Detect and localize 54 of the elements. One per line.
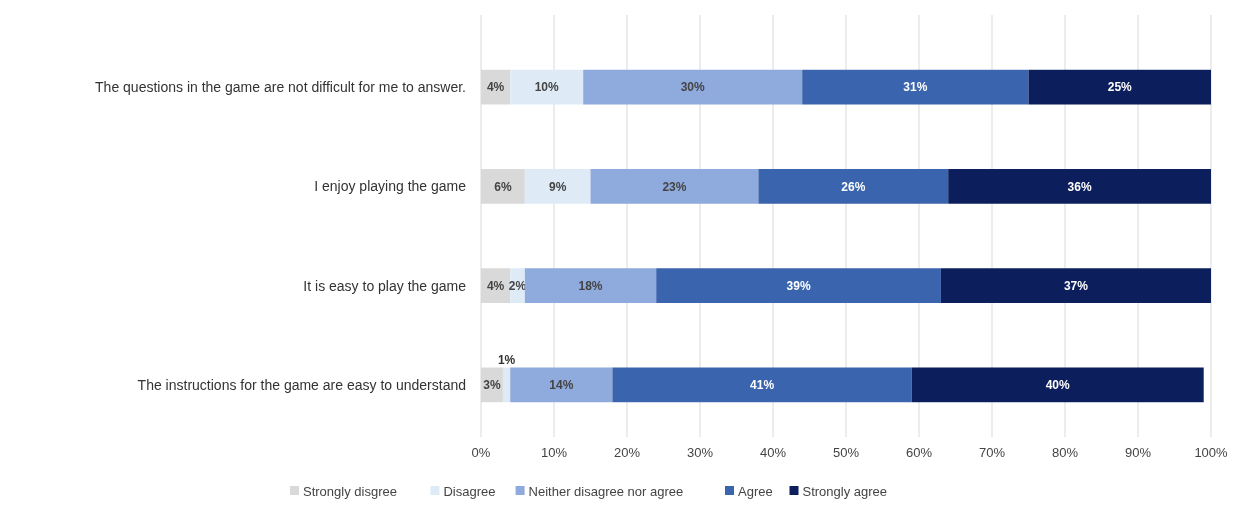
- bar: [1028, 69, 1211, 105]
- data-label: 39%: [786, 278, 811, 293]
- bar: [911, 367, 1204, 403]
- x-tick-label: 40%: [759, 445, 787, 460]
- bar: [510, 367, 613, 403]
- bar: [758, 169, 949, 204]
- data-label: 23%: [662, 179, 687, 194]
- y-tick-label: The instructions for the game are easy to understand: [137, 376, 466, 393]
- data-label: 4%: [486, 278, 505, 293]
- bar: [590, 169, 759, 204]
- data-label: 6%: [494, 179, 512, 194]
- bar: [524, 169, 591, 204]
- x-tick-label: 30%: [686, 445, 714, 460]
- x-tick-label: 80%: [1051, 445, 1079, 460]
- data-label: 10%: [534, 80, 560, 95]
- data-label: 9%: [548, 179, 567, 194]
- bar: [656, 268, 941, 303]
- x-tick-label: 100%: [1194, 445, 1229, 460]
- bar: [510, 69, 584, 105]
- x-tick-label: 60%: [905, 445, 933, 460]
- data-label: 25%: [1107, 80, 1133, 95]
- y-tick-label: It is easy to play the game: [303, 277, 467, 294]
- bar: [524, 268, 657, 303]
- bar: [948, 169, 1211, 204]
- legend-label: Strongly disgree: [303, 483, 397, 499]
- bar: [802, 69, 1029, 105]
- data-label: 36%: [1067, 179, 1092, 194]
- data-label: 40%: [1045, 378, 1071, 393]
- data-label: 41%: [750, 378, 775, 393]
- data-label: 18%: [578, 278, 603, 293]
- x-tick-label: 50%: [832, 445, 860, 460]
- x-tick-label: 0%: [471, 445, 491, 460]
- x-tick-label: 10%: [540, 445, 568, 460]
- y-tick-label: I enjoy playing the game: [314, 178, 467, 195]
- bar: [502, 367, 511, 403]
- legend-label: Agree: [738, 483, 773, 499]
- x-tick-label: 70%: [978, 445, 1006, 460]
- data-label: 37%: [1063, 278, 1089, 293]
- data-label: 26%: [841, 179, 866, 194]
- y-tick-label: The questions in the game are not difficult for me to answer.: [95, 79, 466, 96]
- data-label: 4%: [486, 80, 505, 95]
- x-tick-label: 20%: [613, 445, 641, 460]
- data-label: 14%: [549, 378, 574, 393]
- legend-label: Neither disagree nor agree: [528, 483, 684, 499]
- legend-label: Disagree: [443, 483, 496, 499]
- data-label: 3%: [483, 378, 501, 393]
- data-label: 30%: [680, 80, 706, 95]
- bar: [583, 69, 803, 105]
- x-tick-label: 90%: [1124, 445, 1152, 460]
- bar: [612, 367, 912, 403]
- data-label: 1%: [497, 352, 516, 367]
- bar: [940, 268, 1211, 303]
- data-label: 31%: [903, 80, 928, 95]
- legend-label: Strongly agree: [802, 483, 888, 499]
